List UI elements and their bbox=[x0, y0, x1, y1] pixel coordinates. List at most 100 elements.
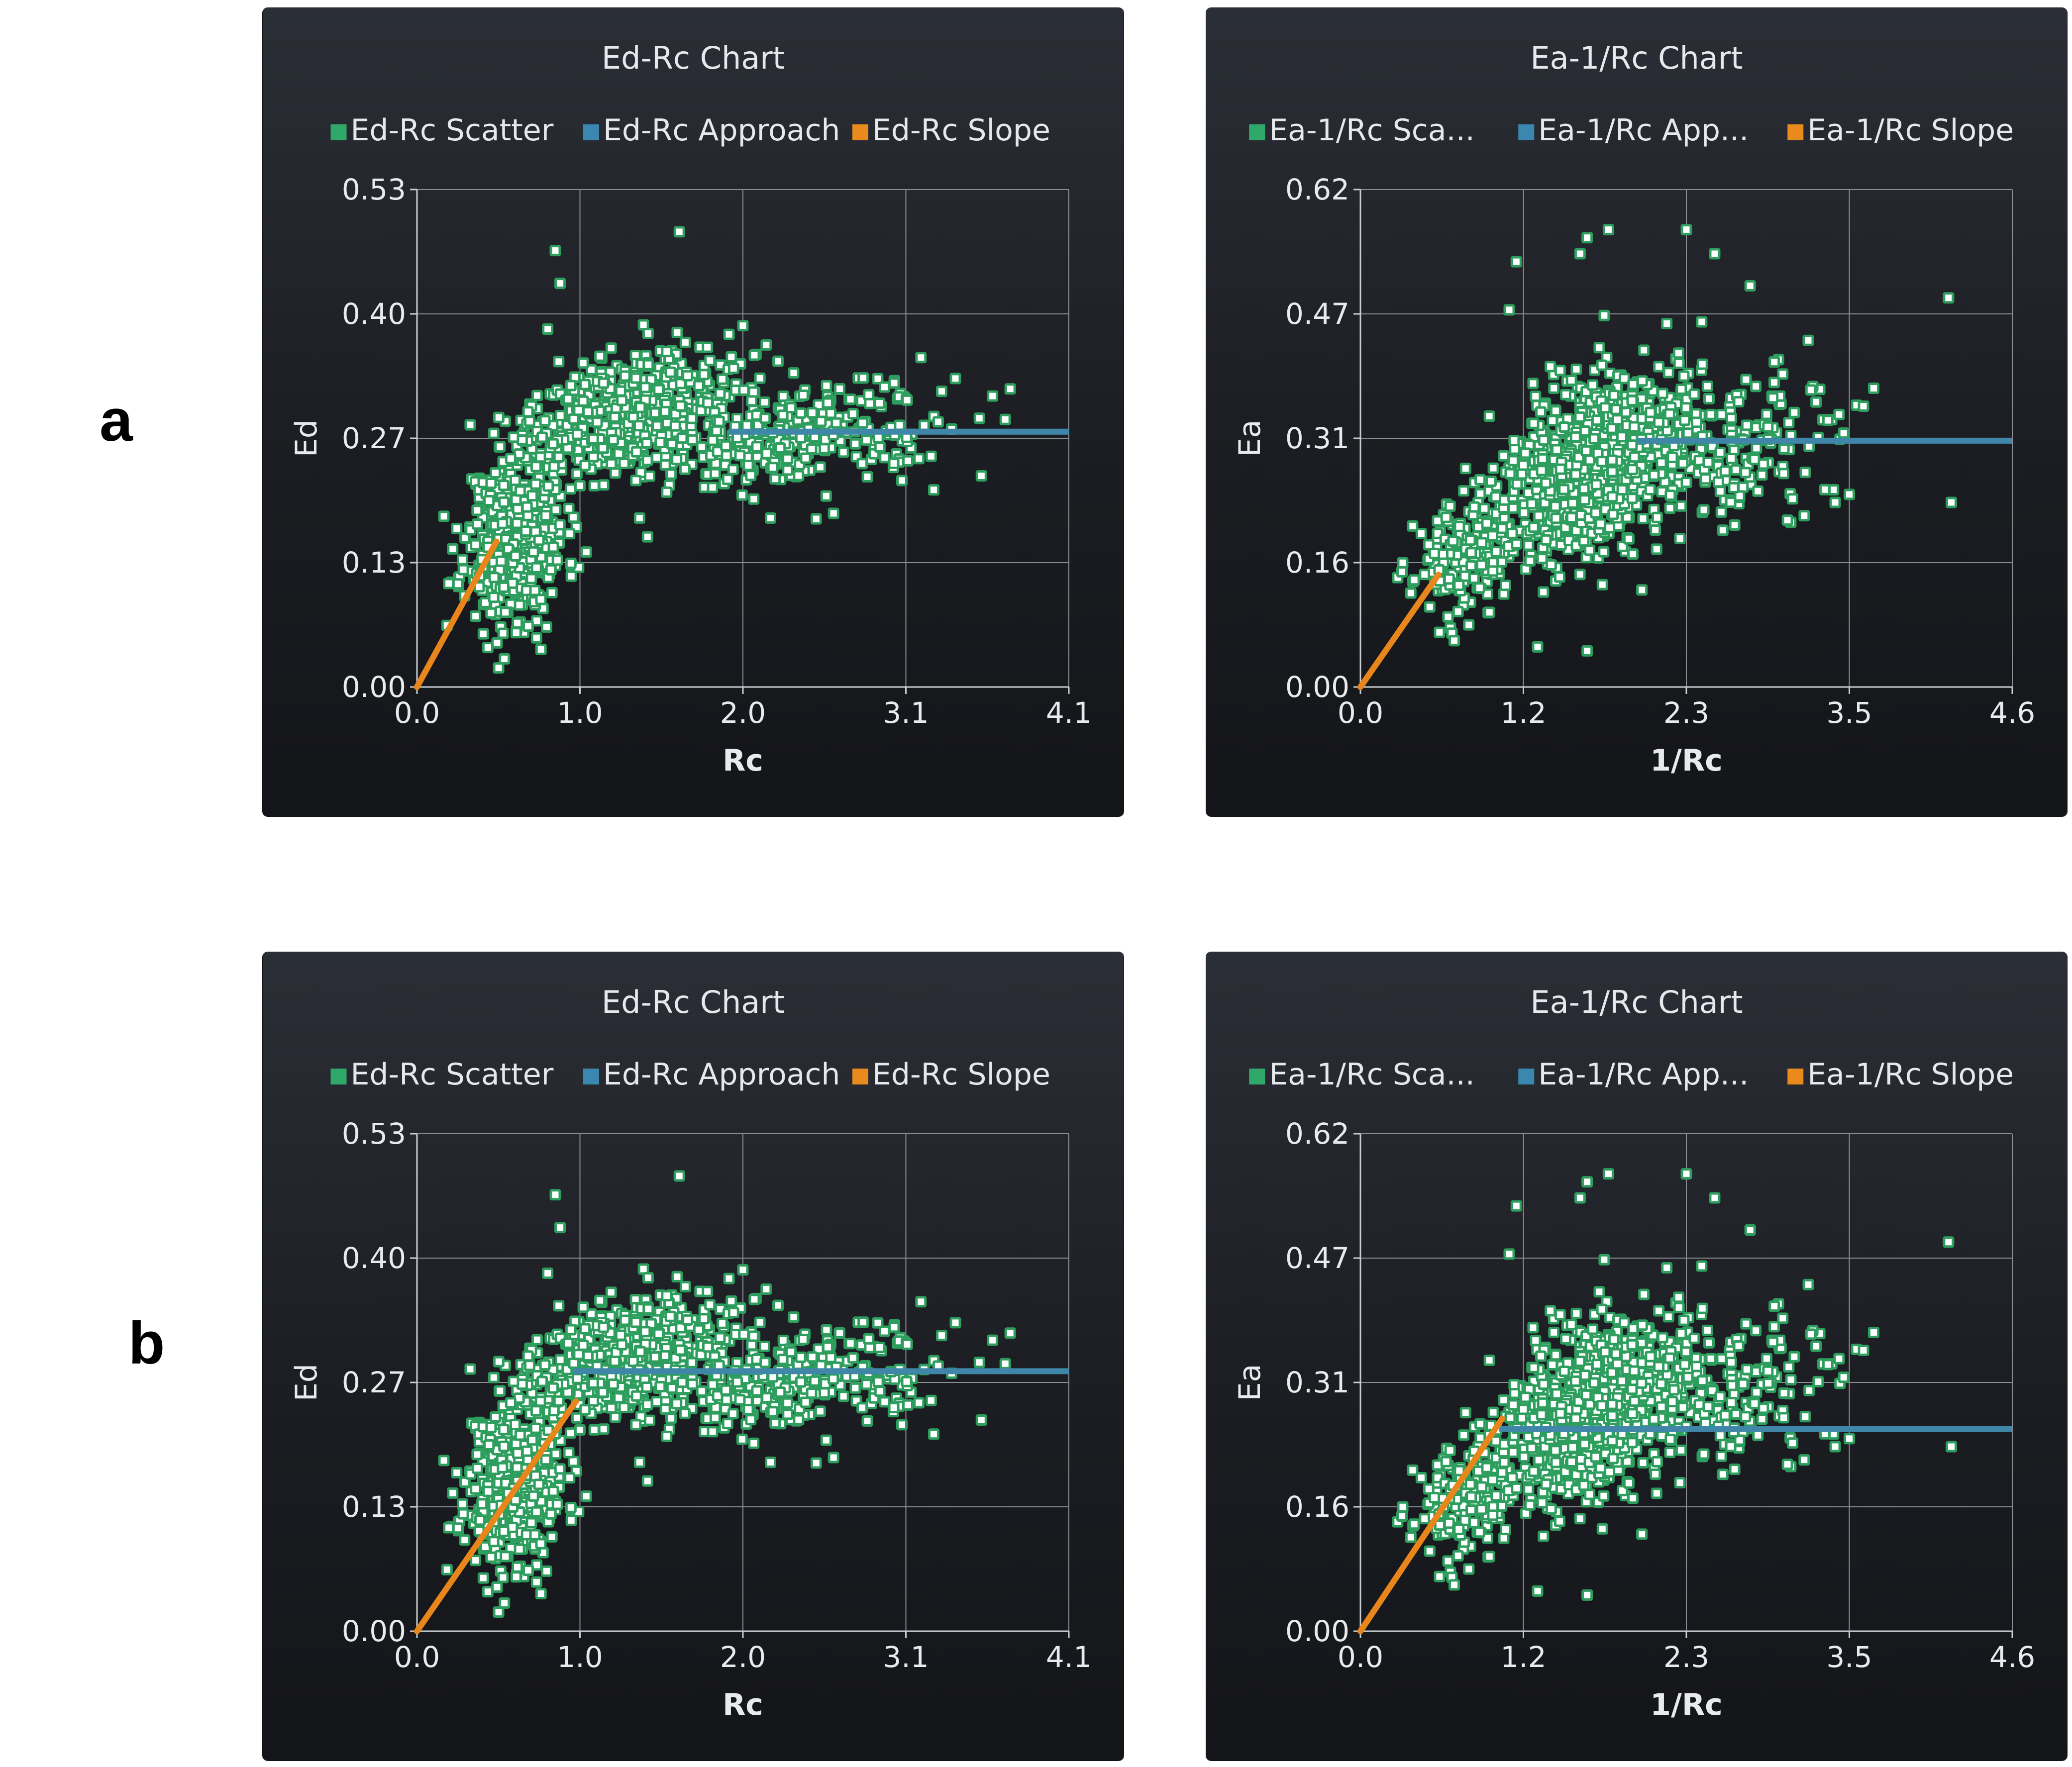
scatter-point bbox=[1550, 500, 1561, 512]
scatter-point bbox=[1678, 370, 1690, 382]
scatter-point bbox=[1675, 383, 1687, 395]
scatter-point bbox=[874, 1385, 886, 1397]
scatter-point bbox=[1740, 374, 1752, 386]
legend-item-2[interactable]: Ea-1/Rc Slope bbox=[1787, 1057, 2014, 1092]
scatter-point bbox=[587, 433, 599, 445]
scatter-point bbox=[1570, 469, 1582, 481]
legend-item-2[interactable]: Ed-Rc Slope bbox=[852, 113, 1050, 148]
scatter-point bbox=[1545, 559, 1557, 571]
y-tick-label: 0.00 bbox=[342, 1614, 406, 1648]
scatter-point bbox=[671, 326, 683, 338]
scatter-point bbox=[758, 1340, 770, 1352]
scatter-point bbox=[1487, 1406, 1499, 1418]
scatter-point bbox=[1662, 367, 1674, 379]
scatter-point bbox=[539, 1359, 551, 1371]
scatter-point bbox=[488, 591, 500, 603]
scatter-point bbox=[542, 323, 554, 335]
legend-label: Ea-1/Rc Sca... bbox=[1269, 113, 1475, 148]
legend-item-2[interactable]: Ea-1/Rc Slope bbox=[1787, 113, 2014, 148]
scatter-point bbox=[1415, 528, 1427, 540]
legend-item-1[interactable]: Ea-1/Rc App... bbox=[1518, 1057, 1749, 1092]
scatter-point bbox=[698, 1313, 710, 1325]
scatter-point bbox=[746, 395, 758, 407]
legend-swatch bbox=[1249, 1069, 1265, 1084]
scatter-point bbox=[1458, 1429, 1470, 1441]
scatter-point bbox=[742, 1404, 754, 1416]
x-tick-label: 1.0 bbox=[557, 1640, 603, 1674]
scatter-point bbox=[725, 351, 737, 363]
scatter-point bbox=[1674, 532, 1686, 544]
scatter-point bbox=[1528, 417, 1540, 429]
scatter-point bbox=[535, 1538, 547, 1550]
scatter-point bbox=[1498, 1456, 1510, 1468]
scatter-point bbox=[630, 475, 642, 487]
legend-item-1[interactable]: Ed-Rc Approach bbox=[583, 113, 840, 148]
scatter-point bbox=[661, 346, 673, 358]
scatter-point bbox=[1709, 248, 1721, 260]
scatter-point bbox=[541, 621, 553, 633]
scatter-point bbox=[512, 503, 523, 515]
chart-panel-a-ea-rc: Ea-1/Rc Chart Ea-1/Rc Sca... Ea-1/Rc App..… bbox=[1206, 8, 2067, 816]
scatter-point bbox=[1768, 377, 1780, 389]
scatter-point bbox=[759, 1357, 771, 1369]
scatter-point bbox=[651, 420, 663, 432]
scatter-point bbox=[1474, 488, 1486, 499]
scatter-point bbox=[1458, 485, 1470, 497]
scatter-point bbox=[644, 470, 656, 482]
scatter-point bbox=[627, 411, 639, 423]
scatter-point bbox=[1672, 347, 1684, 359]
scatter-point bbox=[1858, 400, 1869, 412]
scatter-point bbox=[633, 420, 645, 432]
scatter-point bbox=[1551, 1388, 1562, 1400]
scatter-point bbox=[973, 1357, 985, 1369]
scatter-point bbox=[497, 1462, 509, 1473]
legend-item-0[interactable]: Ea-1/Rc Sca... bbox=[1249, 1057, 1475, 1092]
legend-item-2[interactable]: Ed-Rc Slope bbox=[852, 1057, 1050, 1092]
scatter-point bbox=[509, 1418, 521, 1430]
scatter-point bbox=[549, 245, 561, 257]
chart-panel-b-ed-rc: Ed-Rc Chart Ed-Rc Scatter Ed-Rc Approach Ed… bbox=[263, 952, 1124, 1761]
legend-item-0[interactable]: Ed-Rc Scatter bbox=[330, 113, 554, 148]
legend-item-0[interactable]: Ea-1/Rc Sca... bbox=[1249, 113, 1475, 148]
scatter-point bbox=[687, 1378, 699, 1390]
scatter-point bbox=[494, 1385, 506, 1397]
scatter-point bbox=[825, 1352, 837, 1364]
x-tick-label: 4.1 bbox=[1046, 696, 1092, 730]
scatter-point bbox=[659, 1350, 671, 1362]
y-tick-label: 0.47 bbox=[1285, 1241, 1349, 1275]
scatter-point bbox=[1506, 527, 1518, 539]
y-tick-label: 0.62 bbox=[1285, 1117, 1349, 1151]
scatter-point bbox=[527, 1490, 539, 1502]
legend-item-1[interactable]: Ed-Rc Approach bbox=[583, 1057, 840, 1092]
scatter-point bbox=[861, 1415, 873, 1427]
row-label-a: a bbox=[100, 387, 133, 454]
scatter-point bbox=[925, 450, 937, 462]
scatter-point bbox=[847, 408, 859, 420]
scatter-point bbox=[822, 397, 833, 409]
legend-swatch bbox=[330, 124, 347, 140]
legend: Ed-Rc Scatter Ed-Rc Approach Ed-Rc Slope bbox=[330, 113, 1050, 148]
scatter-point bbox=[704, 355, 716, 367]
scatter-point bbox=[531, 1334, 543, 1346]
scatter-point bbox=[1578, 535, 1590, 547]
scatter-point bbox=[860, 434, 872, 446]
legend-item-1[interactable]: Ea-1/Rc App... bbox=[1518, 113, 1749, 148]
scatter-point bbox=[1781, 514, 1793, 526]
scatter-point bbox=[514, 1429, 526, 1441]
legend-swatch bbox=[583, 1069, 599, 1084]
scatter-point bbox=[828, 1452, 839, 1464]
legend-item-0[interactable]: Ed-Rc Scatter bbox=[330, 1057, 554, 1092]
scatter-point bbox=[874, 397, 886, 409]
scatter-point bbox=[734, 450, 746, 462]
scatter-point bbox=[828, 1373, 839, 1385]
scatter-point bbox=[1627, 1492, 1639, 1504]
scatter-point bbox=[1530, 391, 1542, 402]
scatter-point bbox=[1688, 388, 1700, 400]
scatter-point bbox=[1453, 580, 1465, 591]
scatter-point bbox=[1606, 491, 1618, 503]
scatter-point bbox=[1673, 357, 1685, 369]
scatter-point bbox=[874, 1341, 886, 1353]
scatter-point bbox=[1559, 389, 1571, 400]
scatter-point bbox=[666, 1382, 678, 1394]
x-tick-label: 4.6 bbox=[1989, 696, 2035, 730]
